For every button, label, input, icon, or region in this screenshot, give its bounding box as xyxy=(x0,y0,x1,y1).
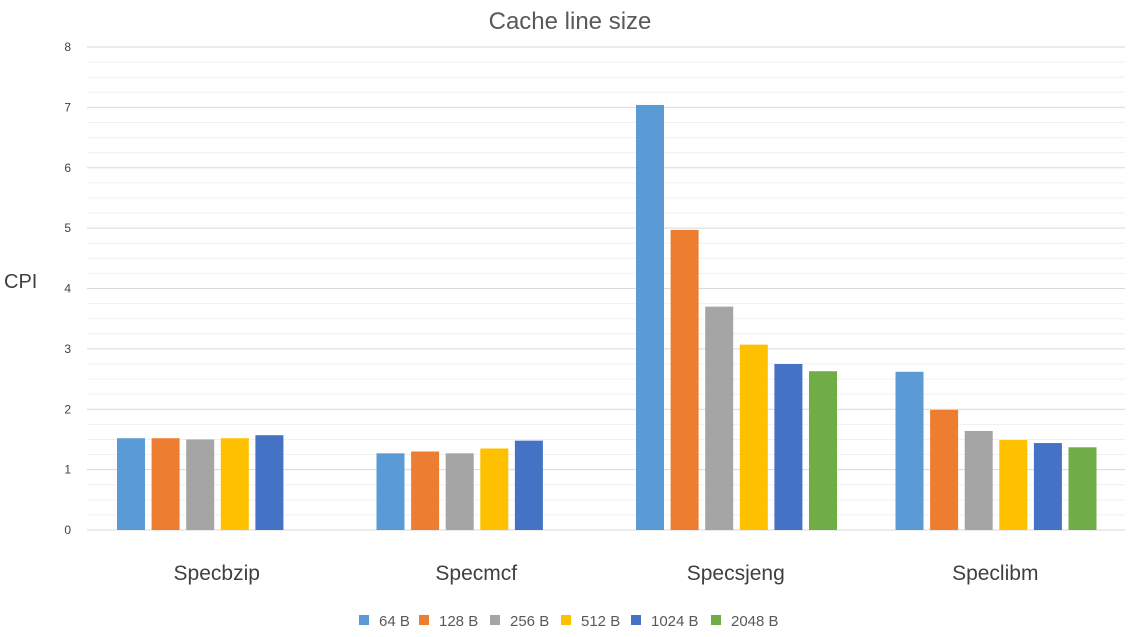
bar-specsjeng-2048b xyxy=(809,371,837,530)
legend-swatch xyxy=(631,615,641,625)
x-category-label: Speclibm xyxy=(952,562,1038,585)
bar-specmcf-128b xyxy=(411,451,440,530)
legend-swatch xyxy=(711,615,721,625)
y-axis-ticks: 0 1 2 3 4 5 6 7 8 xyxy=(64,40,71,537)
x-category-label: Specsjeng xyxy=(687,562,785,585)
legend-swatch xyxy=(490,615,500,625)
legend-swatch xyxy=(359,615,369,625)
y-tick-label: 7 xyxy=(64,100,71,114)
legend-label: 64 B xyxy=(379,613,410,630)
bar-specsjeng-1024b xyxy=(774,363,803,530)
y-tick-label: 5 xyxy=(64,221,71,235)
x-category-label: Specbzip xyxy=(174,562,260,585)
legend-label: 1024 B xyxy=(651,613,699,630)
legend-label: 512 B xyxy=(581,613,620,630)
bar-specsjeng-512b xyxy=(739,344,768,530)
bar-specbzip-128b xyxy=(151,438,180,530)
bar-specbzip-256b xyxy=(186,439,215,530)
bar-speclibm-512b xyxy=(999,440,1028,530)
bar-speclibm-64b xyxy=(895,371,924,530)
bar-speclibm-128b xyxy=(930,409,959,530)
legend-swatch xyxy=(419,615,429,625)
bar-specmcf-1024b xyxy=(514,440,543,530)
bar-specmcf-512b xyxy=(480,448,509,530)
y-tick-label: 3 xyxy=(64,342,71,356)
y-tick-label: 6 xyxy=(64,161,71,175)
bar-specmcf-256b xyxy=(445,453,474,530)
bar-speclibm-1024b xyxy=(1033,443,1062,530)
x-category-label: Specmcf xyxy=(435,562,517,585)
bars xyxy=(117,104,1097,531)
legend-label: 128 B xyxy=(439,613,478,630)
bar-specbzip-64b xyxy=(117,438,145,530)
y-tick-label: 1 xyxy=(64,463,71,477)
legend-label: 2048 B xyxy=(731,613,779,630)
legend: 64 B 128 B 256 B 512 B 1024 B 2048 B xyxy=(359,613,779,630)
bar-specbzip-512b xyxy=(220,438,249,530)
bar-speclibm-256b xyxy=(964,430,993,530)
x-axis-categories: Specbzip Specmcf Specsjeng Speclibm xyxy=(174,562,1039,585)
y-tick-label: 2 xyxy=(64,402,71,416)
y-tick-label: 8 xyxy=(64,40,71,54)
legend-label: 256 B xyxy=(510,613,549,630)
bar-specsjeng-128b xyxy=(670,229,699,530)
bar-specmcf-64b xyxy=(376,453,405,530)
bar-specsjeng-64b xyxy=(636,104,664,531)
bar-specbzip-1024b xyxy=(255,435,284,530)
y-tick-label: 4 xyxy=(64,282,71,296)
bar-specsjeng-256b xyxy=(705,306,734,530)
y-axis-label: CPI xyxy=(4,271,37,293)
y-tick-label: 0 xyxy=(64,523,71,537)
chart-title: Cache line size xyxy=(489,8,652,35)
bar-speclibm-2048b xyxy=(1068,447,1097,530)
legend-swatch xyxy=(561,615,571,625)
